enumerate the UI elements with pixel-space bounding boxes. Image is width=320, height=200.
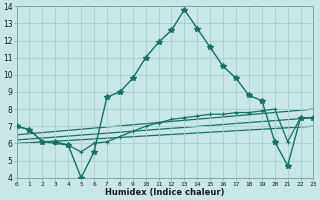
X-axis label: Humidex (Indice chaleur): Humidex (Indice chaleur) [105,188,225,197]
